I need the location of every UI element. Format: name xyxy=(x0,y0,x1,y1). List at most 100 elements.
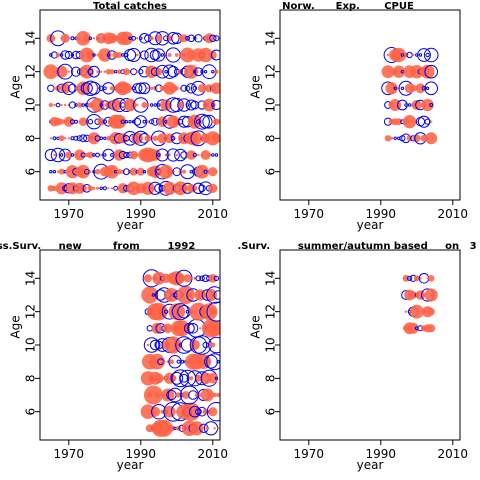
negative-residual-bubble xyxy=(59,83,71,94)
positive-residual-bubble xyxy=(70,36,75,41)
y-tick-label: 12 xyxy=(24,304,38,319)
negative-residual-bubble xyxy=(168,359,174,365)
negative-residual-bubble xyxy=(204,359,210,365)
negative-residual-bubble xyxy=(92,186,96,190)
positive-residual-bubble xyxy=(424,64,439,79)
negative-residual-bubble xyxy=(155,34,163,42)
x-tick-label: 2010 xyxy=(198,207,229,221)
bubble-layer xyxy=(401,273,438,335)
negative-residual-bubble xyxy=(415,290,426,300)
negative-residual-bubble xyxy=(157,116,168,127)
negative-residual-bubble xyxy=(402,274,410,282)
positive-residual-bubble xyxy=(102,119,108,124)
negative-residual-bubble xyxy=(123,98,137,112)
negative-residual-bubble xyxy=(427,308,435,316)
positive-residual-bubble xyxy=(124,120,129,124)
negative-residual-bubble xyxy=(195,164,209,179)
negative-residual-bubble xyxy=(159,164,173,179)
y-tick-label: 12 xyxy=(24,64,38,79)
negative-residual-bubble xyxy=(427,324,436,333)
positive-residual-bubble xyxy=(95,152,100,158)
negative-residual-bubble xyxy=(136,103,139,107)
y-tick-label: 6 xyxy=(24,408,38,416)
negative-residual-bubble xyxy=(217,427,220,430)
negative-residual-bubble xyxy=(55,52,61,58)
positive-residual-bubble xyxy=(154,183,164,193)
positive-residual-bubble xyxy=(400,86,405,91)
panel-3: 1970 1990 2010 6 8 10 12 14 year Age ss.Surv. new … xyxy=(0,241,228,472)
negative-residual-bubble xyxy=(163,405,176,418)
positive-residual-bubble xyxy=(92,53,96,57)
positive-residual-bubble xyxy=(50,147,66,163)
negative-residual-bubble xyxy=(53,37,56,40)
negative-residual-bubble xyxy=(96,186,100,190)
negative-residual-bubble xyxy=(163,181,177,195)
y-axis-label: Age xyxy=(9,315,23,338)
positive-residual-bubble xyxy=(206,353,220,371)
x-tick-label: 1970 xyxy=(54,447,85,461)
negative-residual-bubble xyxy=(105,164,119,179)
y-tick-label: 10 xyxy=(264,337,278,352)
positive-residual-bubble xyxy=(113,185,118,191)
negative-residual-bubble xyxy=(212,392,217,398)
positive-residual-bubble xyxy=(55,102,61,108)
x-tick-label: 1990 xyxy=(366,447,397,461)
negative-residual-bubble xyxy=(186,150,196,160)
x-tick-label: 2010 xyxy=(198,447,229,461)
positive-residual-bubble xyxy=(123,48,137,62)
negative-residual-bubble xyxy=(169,84,178,93)
negative-residual-bubble xyxy=(109,69,115,75)
negative-residual-bubble xyxy=(154,392,160,398)
positive-residual-bubble xyxy=(213,290,220,300)
negative-residual-bubble xyxy=(199,327,202,330)
positive-residual-bubble xyxy=(52,170,57,174)
negative-residual-bubble xyxy=(419,277,422,280)
y-axis-label: Age xyxy=(249,315,263,338)
negative-residual-bubble xyxy=(86,50,95,60)
negative-residual-bubble xyxy=(164,336,182,354)
positive-residual-bubble xyxy=(425,86,430,91)
positive-residual-bubble xyxy=(185,35,191,41)
positive-residual-bubble xyxy=(407,275,413,281)
negative-residual-bubble xyxy=(180,184,188,192)
negative-residual-bubble xyxy=(146,53,150,57)
negative-residual-bubble xyxy=(181,391,190,399)
negative-residual-bubble xyxy=(155,419,173,437)
negative-residual-bubble xyxy=(152,271,166,285)
positive-residual-bubble xyxy=(404,103,408,107)
positive-residual-bubble xyxy=(211,70,215,74)
positive-residual-bubble xyxy=(429,103,434,107)
positive-residual-bubble xyxy=(199,275,205,282)
positive-residual-bubble xyxy=(185,99,197,111)
positive-residual-bubble xyxy=(88,65,100,78)
positive-residual-bubble xyxy=(142,170,147,174)
y-tick-label: 10 xyxy=(24,97,38,112)
negative-residual-bubble xyxy=(167,53,172,57)
x-axis-label: year xyxy=(357,458,384,472)
negative-residual-bubble xyxy=(116,52,123,58)
negative-residual-bubble xyxy=(109,132,122,145)
negative-residual-bubble xyxy=(208,183,218,193)
negative-residual-bubble xyxy=(146,343,150,347)
negative-residual-bubble xyxy=(430,120,433,123)
positive-residual-bubble xyxy=(195,275,202,282)
positive-residual-bubble xyxy=(60,50,70,60)
bubble-layer xyxy=(43,30,220,196)
negative-residual-bubble xyxy=(100,70,103,73)
negative-residual-bubble xyxy=(216,327,220,330)
negative-residual-bubble xyxy=(98,48,112,62)
negative-residual-bubble xyxy=(112,114,127,129)
negative-residual-bubble xyxy=(384,135,392,142)
negative-residual-bubble xyxy=(105,68,112,75)
positive-residual-bubble xyxy=(400,53,405,57)
negative-residual-bubble xyxy=(213,118,220,125)
positive-residual-bubble xyxy=(211,153,215,157)
positive-residual-bubble xyxy=(120,119,126,124)
positive-residual-bubble xyxy=(208,336,220,354)
negative-residual-bubble xyxy=(151,322,163,334)
negative-residual-bubble xyxy=(200,388,214,402)
negative-residual-bubble xyxy=(381,65,395,79)
negative-residual-bubble xyxy=(146,87,150,90)
x-tick-label: 1970 xyxy=(294,207,325,221)
negative-residual-bubble xyxy=(189,421,204,436)
